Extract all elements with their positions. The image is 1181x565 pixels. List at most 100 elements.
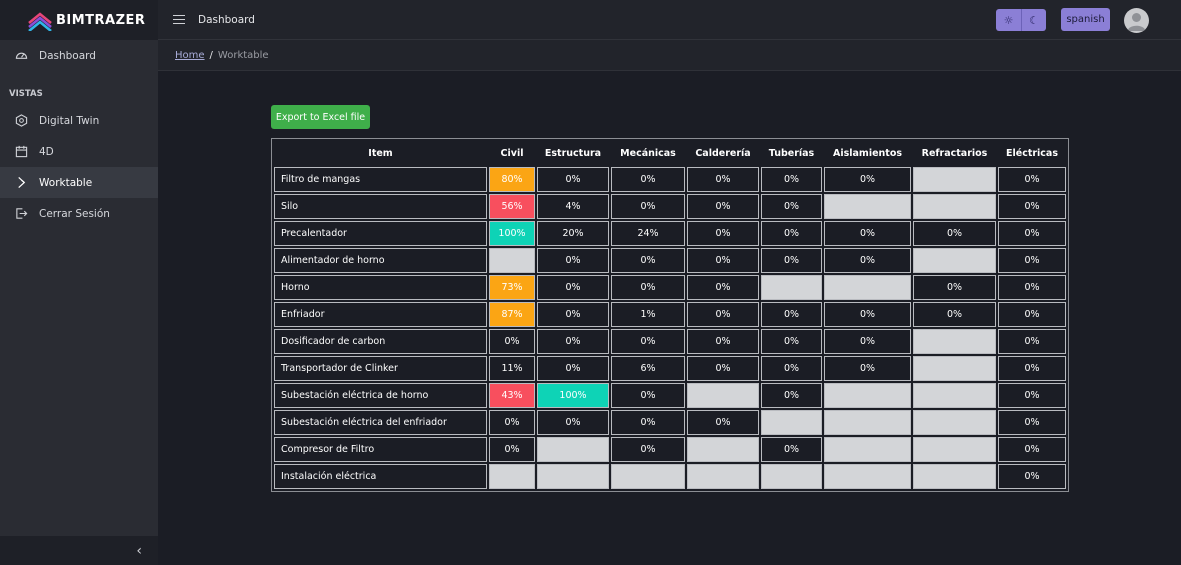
- progress-cell: 0%: [537, 167, 609, 192]
- row-item-label: Compresor de Filtro: [274, 437, 487, 462]
- row-item-label: Enfriador: [274, 302, 487, 327]
- brand[interactable]: BIMTRAZER: [0, 0, 158, 40]
- topbar: Dashboard ☼ ☾ spanish: [158, 0, 1181, 40]
- progress-cell: 0%: [824, 248, 911, 273]
- progress-cell: 0%: [489, 329, 535, 354]
- progress-cell: 0%: [537, 356, 609, 381]
- sidebar: BIMTRAZER Dashboard VISTAS Digital Twin …: [0, 0, 158, 565]
- language-button[interactable]: spanish: [1061, 8, 1110, 31]
- progress-cell: 0%: [537, 410, 609, 435]
- row-item-label: Filtro de mangas: [274, 167, 487, 192]
- progress-cell: 0%: [611, 383, 685, 408]
- cube-icon: [14, 114, 28, 128]
- table-row: Transportador de Clinker 11% 0% 6% 0% 0% 0% 0%: [274, 356, 1066, 381]
- progress-cell: 0%: [998, 329, 1066, 354]
- progress-cell-empty: [537, 437, 609, 462]
- progress-cell: 0%: [761, 356, 822, 381]
- progress-cell: 0%: [611, 167, 685, 192]
- progress-cell: 0%: [761, 221, 822, 246]
- progress-cell: 0%: [537, 329, 609, 354]
- breadcrumb: Home / Worktable: [158, 40, 1181, 71]
- progress-cell: 0%: [913, 221, 996, 246]
- progress-cell-empty: [913, 356, 996, 381]
- progress-cell: 0%: [998, 167, 1066, 192]
- progress-cell-empty: [687, 383, 759, 408]
- progress-cell: 0%: [761, 329, 822, 354]
- progress-cell: 0%: [824, 167, 911, 192]
- sidebar-item-worktable[interactable]: Worktable: [0, 167, 158, 198]
- progress-cell: 100%: [489, 221, 535, 246]
- gauge-icon: [14, 49, 28, 63]
- progress-cell: 0%: [687, 221, 759, 246]
- progress-cell: 0%: [998, 437, 1066, 462]
- progress-cell-empty: [824, 194, 911, 219]
- progress-cell: 0%: [824, 302, 911, 327]
- progress-cell: 0%: [611, 437, 685, 462]
- progress-cell: 0%: [687, 356, 759, 381]
- worktable: Item Civil Estructura Mecánicas Calderería Tu…: [271, 138, 1069, 492]
- logout-icon: [14, 207, 28, 221]
- progress-cell-empty: [761, 410, 822, 435]
- progress-cell-empty: [687, 437, 759, 462]
- progress-cell: 0%: [998, 302, 1066, 327]
- column-header: Item: [368, 147, 393, 159]
- table-row: Enfriador 87% 0% 1% 0% 0% 0% 0% 0%: [274, 302, 1066, 327]
- table-row: Dosificador de carbon 0% 0% 0% 0% 0% 0% 0%: [274, 329, 1066, 354]
- column-header: Mecánicas: [620, 147, 676, 159]
- sun-icon[interactable]: ☼: [996, 9, 1021, 31]
- table-row: Alimentador de horno 0% 0% 0% 0% 0% 0%: [274, 248, 1066, 273]
- theme-toggle-group: ☼ ☾: [996, 9, 1046, 31]
- progress-cell: 0%: [611, 248, 685, 273]
- progress-cell-empty: [913, 464, 996, 489]
- progress-cell: 0%: [611, 194, 685, 219]
- brand-name: BIMTRAZER: [56, 12, 146, 28]
- column-header: Eléctricas: [1006, 147, 1058, 159]
- progress-cell: 0%: [611, 275, 685, 300]
- table-header-row: Item Civil Estructura Mecánicas Calderería Tu…: [274, 141, 1066, 165]
- sidebar-collapse-button[interactable]: ‹: [0, 536, 158, 565]
- row-item-label: Subestación eléctrica de horno: [274, 383, 487, 408]
- progress-cell: 0%: [687, 167, 759, 192]
- progress-cell: 0%: [611, 329, 685, 354]
- progress-cell: 0%: [687, 248, 759, 273]
- progress-cell-empty: [824, 464, 911, 489]
- progress-cell: 0%: [687, 329, 759, 354]
- progress-cell: 0%: [761, 302, 822, 327]
- progress-cell-empty: [913, 248, 996, 273]
- progress-cell: 0%: [824, 356, 911, 381]
- progress-cell: 56%: [489, 194, 535, 219]
- progress-cell: 4%: [537, 194, 609, 219]
- sidebar-item-label: Worktable: [39, 176, 93, 189]
- sidebar-item-digital-twin[interactable]: Digital Twin: [0, 105, 158, 136]
- progress-cell: 100%: [537, 383, 609, 408]
- progress-cell: 0%: [611, 410, 685, 435]
- row-item-label: Horno: [274, 275, 487, 300]
- progress-cell-empty: [913, 383, 996, 408]
- progress-cell-empty: [913, 410, 996, 435]
- progress-cell: 0%: [761, 437, 822, 462]
- progress-cell: 0%: [998, 221, 1066, 246]
- export-excel-button[interactable]: Export to Excel file: [271, 105, 370, 129]
- sidebar-item-4d[interactable]: 4D: [0, 136, 158, 167]
- moon-icon[interactable]: ☾: [1021, 9, 1046, 31]
- avatar[interactable]: [1124, 8, 1149, 33]
- row-item-label: Precalentador: [274, 221, 487, 246]
- progress-cell: 0%: [687, 275, 759, 300]
- progress-cell-empty: [761, 464, 822, 489]
- sidebar-item-dashboard[interactable]: Dashboard: [0, 40, 158, 71]
- row-item-label: Subestación eléctrica del enfriador: [274, 410, 487, 435]
- row-item-label: Dosificador de carbon: [274, 329, 487, 354]
- table-row: Horno 73% 0% 0% 0% 0% 0%: [274, 275, 1066, 300]
- progress-cell: 0%: [998, 248, 1066, 273]
- menu-toggle-icon[interactable]: [173, 15, 185, 24]
- sidebar-item-logout[interactable]: Cerrar Sesión: [0, 198, 158, 229]
- progress-cell-empty: [489, 248, 535, 273]
- progress-cell-empty: [913, 167, 996, 192]
- progress-cell: 24%: [611, 221, 685, 246]
- breadcrumb-home-link[interactable]: Home: [175, 49, 205, 61]
- chevron-left-icon: ‹: [136, 542, 142, 559]
- progress-cell: 0%: [761, 194, 822, 219]
- progress-cell: 80%: [489, 167, 535, 192]
- progress-cell-empty: [489, 464, 535, 489]
- page-title: Dashboard: [198, 13, 255, 26]
